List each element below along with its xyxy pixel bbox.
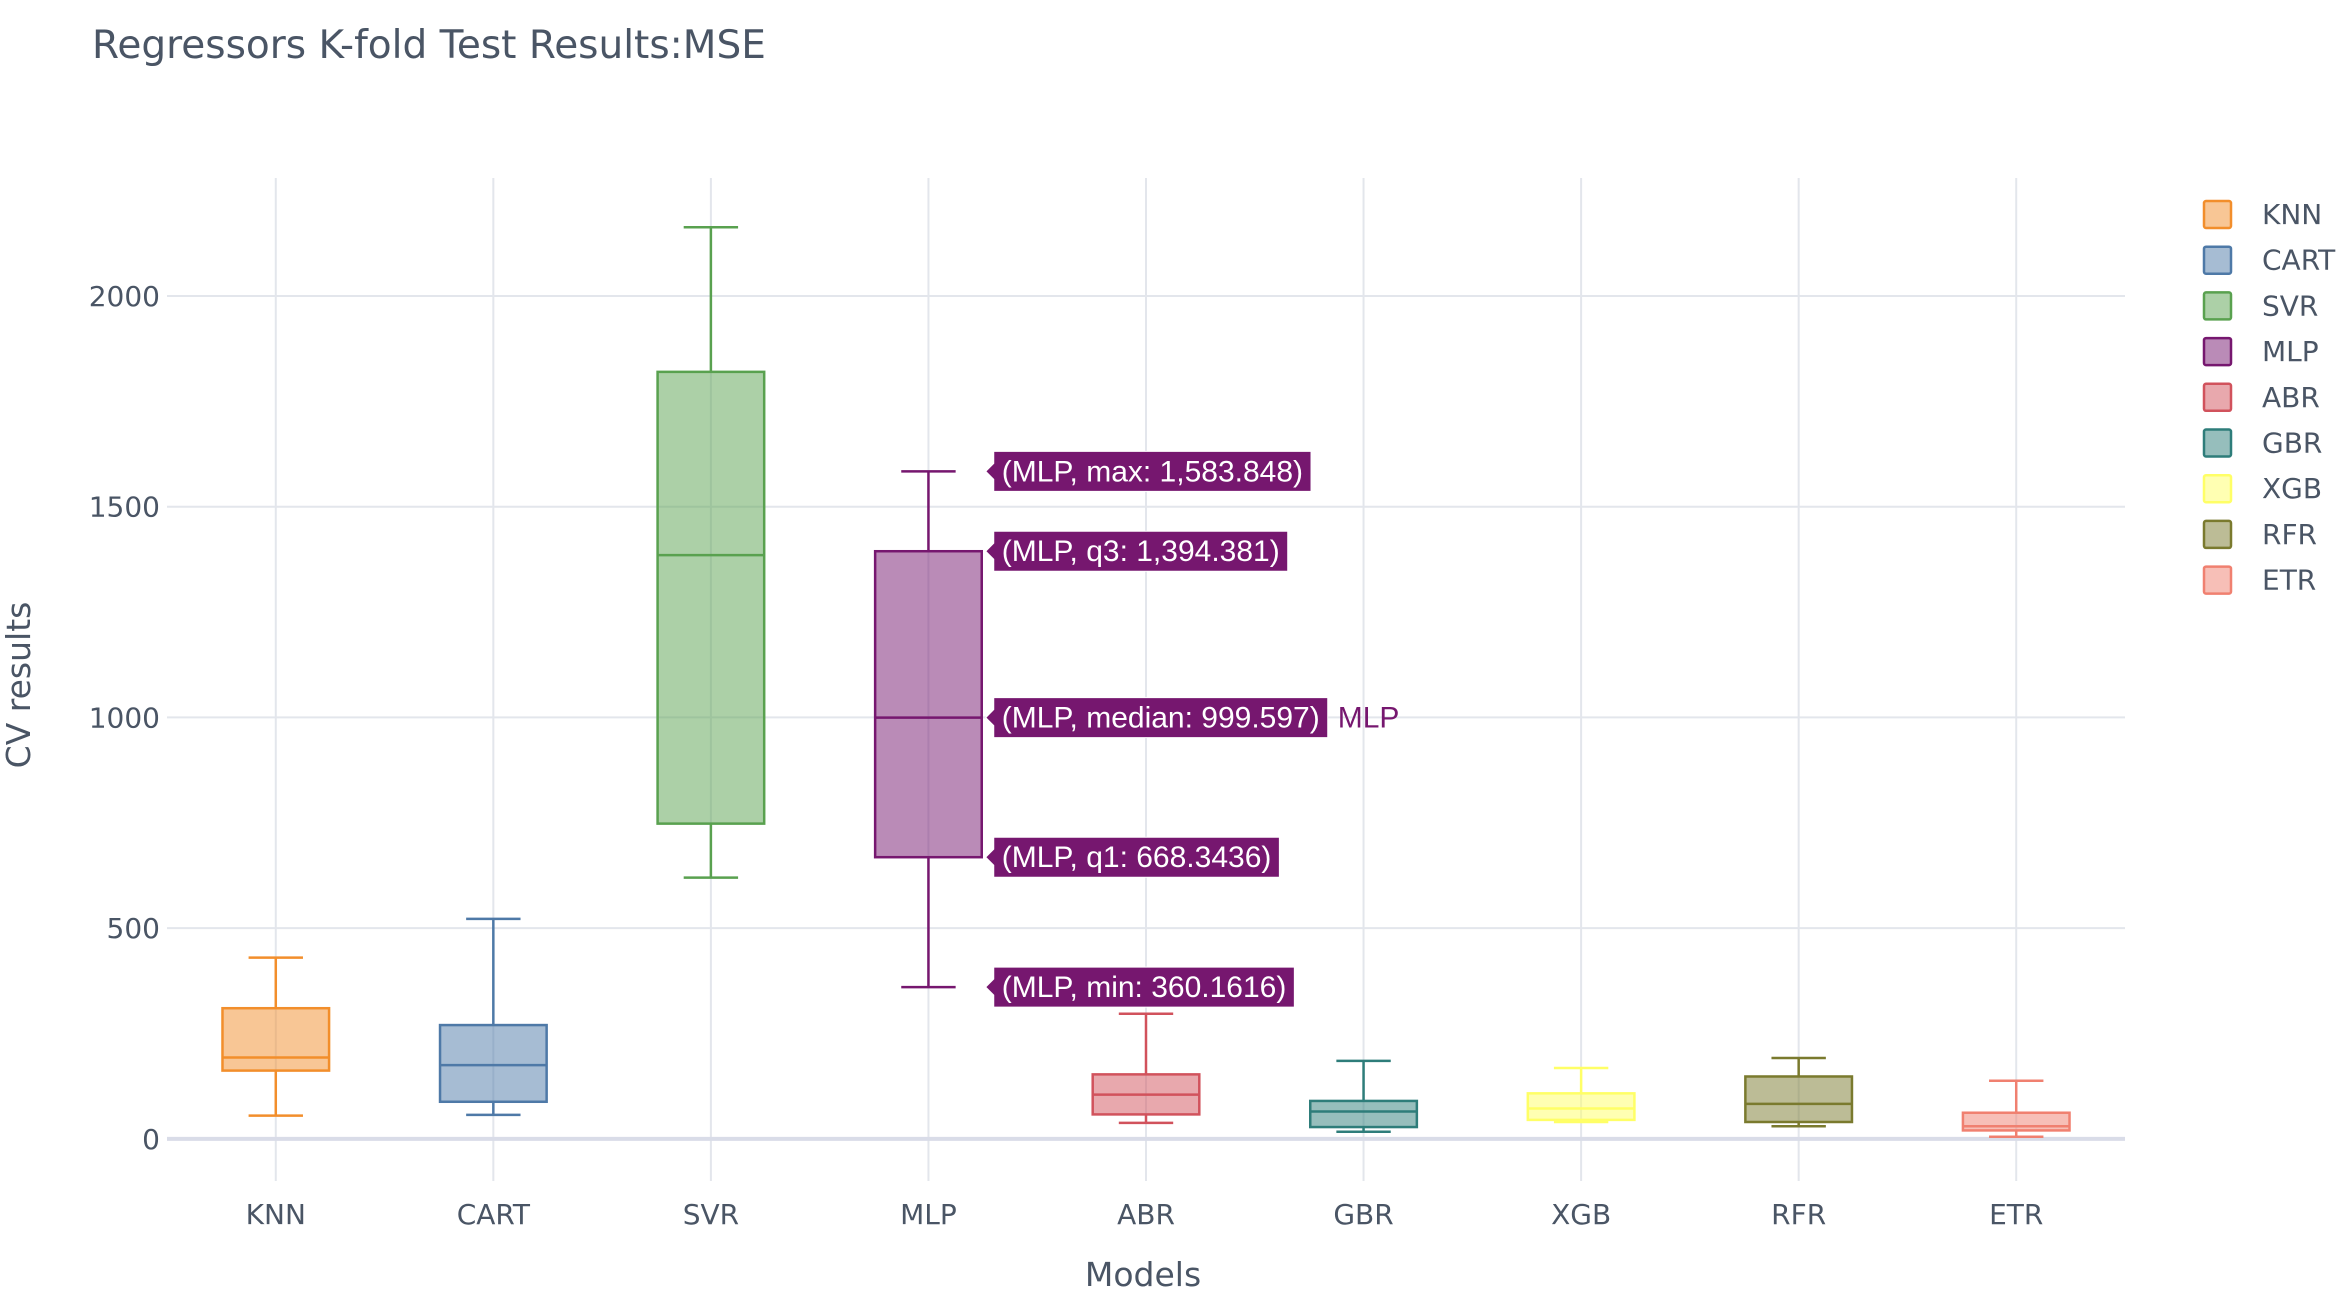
legend-swatch (2202, 473, 2233, 504)
hover-label-text: (MLP, min: 360.1616) (1002, 971, 1287, 1004)
hover-label-q3: (MLP, q3: 1,394.381) (985, 530, 1289, 572)
y-tick-label: 1000 (89, 701, 160, 734)
legend-swatch (2202, 519, 2233, 550)
legend-item-etr[interactable]: ETR (2202, 564, 2316, 597)
iqr-box (1961, 1111, 2071, 1132)
iqr-box (1744, 1075, 1854, 1124)
hover-label-background (985, 966, 1295, 1008)
x-tick-label: SVR (683, 1198, 739, 1231)
legend-label: GBR (2262, 427, 2322, 460)
iqr-box (438, 1023, 548, 1104)
hover-label-text: (MLP, max: 1,583.848) (1002, 455, 1303, 488)
iqr-box (1309, 1099, 1419, 1129)
legend-label: MLP (2262, 335, 2319, 368)
y-tick-label: 0 (142, 1123, 160, 1156)
legend-label: XGB (2262, 472, 2322, 505)
x-axis-title: Models (1085, 1255, 1201, 1294)
hover-label-max: (MLP, max: 1,583.848) (985, 450, 1312, 492)
x-tick-label: MLP (900, 1198, 957, 1231)
legend-item-xgb[interactable]: XGB (2202, 472, 2322, 505)
legend-item-mlp[interactable]: MLP (2202, 335, 2319, 368)
legend-label: SVR (2262, 289, 2318, 322)
box-svr (656, 226, 766, 879)
hover-label-background (985, 836, 1280, 878)
y-tick-label: 1500 (89, 491, 160, 524)
x-tick-label: XGB (1551, 1198, 1611, 1231)
hover-label-background (985, 530, 1289, 572)
hover-label-text: (MLP, q3: 1,394.381) (1002, 535, 1280, 568)
legend-label: ABR (2262, 381, 2320, 414)
box-cart (438, 917, 548, 1117)
iqr-box (221, 1006, 331, 1072)
boxes (221, 226, 2071, 1138)
legend-item-abr[interactable]: ABR (2202, 381, 2320, 414)
legend-swatch (2202, 245, 2233, 275)
hover-label-q1: (MLP, q1: 668.3436) (985, 836, 1280, 878)
hover-label-median: (MLP, median: 999.597) MLP (985, 697, 1400, 739)
box-mlp (873, 470, 983, 989)
y-axis-title: CV results (0, 602, 38, 769)
box-xgb (1526, 1066, 1636, 1124)
iqr-box (1526, 1092, 1636, 1122)
hover-trace-name: MLP (1338, 702, 1400, 735)
legend-label: ETR (2262, 564, 2316, 597)
legend-item-cart[interactable]: CART (2202, 244, 2336, 277)
hover-label-background (985, 450, 1312, 492)
x-tick-label: GBR (1333, 1198, 1393, 1231)
hover-label-min: (MLP, min: 360.1616) (985, 966, 1295, 1008)
box-abr (1091, 1012, 1201, 1125)
box-etr (1961, 1079, 2071, 1138)
legend-swatch (2202, 565, 2233, 595)
iqr-box (873, 549, 983, 859)
y-tick-label: 2000 (89, 280, 160, 313)
legend-label: CART (2262, 244, 2336, 277)
legend-item-svr[interactable]: SVR (2202, 289, 2318, 322)
x-tick-label: CART (457, 1198, 531, 1231)
legend-swatch (2202, 291, 2233, 321)
hover-label-text: (MLP, median: 999.597) (1002, 702, 1320, 735)
legend-item-gbr[interactable]: GBR (2202, 427, 2322, 460)
legend-label: RFR (2262, 518, 2317, 551)
hover-labels: (MLP, max: 1,583.848) (MLP, q3: 1,394.381… (985, 450, 1400, 1008)
x-tick-label: ABR (1117, 1198, 1175, 1231)
hover-label-background (985, 697, 1329, 739)
box-gbr (1309, 1059, 1419, 1133)
legend-item-rfr[interactable]: RFR (2202, 518, 2317, 551)
legend-swatch (2202, 336, 2233, 367)
box-knn (221, 956, 331, 1117)
chart-title: Regressors K-fold Test Results:MSE (92, 23, 766, 68)
x-tick-label: KNN (246, 1198, 306, 1231)
legend-swatch (2202, 428, 2233, 458)
x-tick-label: RFR (1771, 1198, 1826, 1231)
hover-label-text: (MLP, q1: 668.3436) (1002, 841, 1272, 874)
axes: KNN CART SVR MLP ABR GBR XGB RFR ETR 0 500 1000 1500… (89, 280, 2044, 1231)
x-tick-label: ETR (1989, 1198, 2043, 1231)
legend-swatch (2202, 382, 2233, 413)
legend[interactable]: KNN CART SVR MLP ABR GBR XGB RFR ETR (2202, 198, 2336, 597)
legend-item-knn[interactable]: KNN (2202, 198, 2322, 231)
legend-swatch (2202, 199, 2233, 230)
box-rfr (1744, 1056, 1854, 1128)
y-tick-label: 500 (107, 912, 160, 945)
iqr-box (656, 370, 766, 825)
legend-label: KNN (2262, 198, 2322, 231)
